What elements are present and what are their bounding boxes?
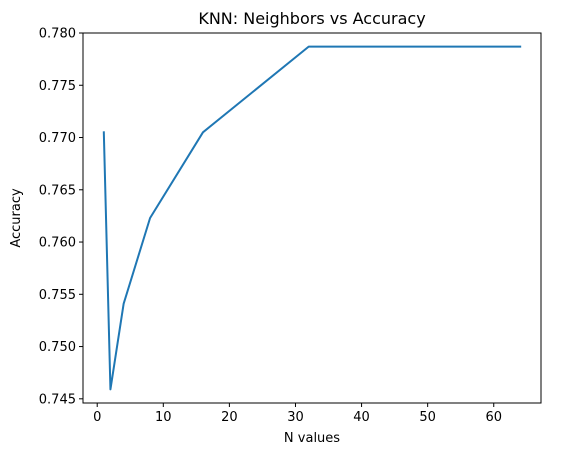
plot-area [83, 33, 541, 403]
x-tick-label: 10 [155, 410, 172, 425]
x-tick-label: 0 [93, 410, 101, 425]
data-point [109, 388, 111, 390]
plot-frame [82, 32, 542, 404]
data-series [102, 45, 522, 391]
x-tick-label: 40 [353, 410, 370, 425]
y-tick-label: 0.760 [39, 236, 76, 251]
y-tick-label: 0.755 [39, 288, 76, 303]
data-point [123, 303, 125, 305]
y-tick-label: 0.765 [39, 183, 76, 198]
x-tick-label: 60 [485, 410, 502, 425]
x-tick-label: 20 [221, 410, 238, 425]
y-tick-label: 0.770 [39, 131, 76, 146]
data-point [308, 46, 310, 48]
y-axis-label: Accuracy [9, 188, 24, 248]
axis-ticks: 0 10 20 30 40 50 60 0.745 0.750 0.755 0.760 0.765 0.… [39, 27, 502, 426]
y-tick-label: 0.750 [39, 340, 76, 355]
series-line [102, 45, 522, 391]
data-point [149, 217, 151, 219]
data-point [519, 46, 521, 48]
y-tick-label: 0.745 [39, 392, 76, 407]
y-tick-label: 0.780 [39, 27, 76, 42]
data-point [103, 131, 105, 133]
x-tick-label: 50 [419, 410, 436, 425]
x-tick-label: 30 [287, 410, 304, 425]
y-tick-label: 0.775 [39, 79, 76, 94]
x-axis-label: N values [284, 431, 340, 446]
data-point [202, 131, 204, 133]
chart-title: KNN: Neighbors vs Accuracy [198, 9, 425, 28]
